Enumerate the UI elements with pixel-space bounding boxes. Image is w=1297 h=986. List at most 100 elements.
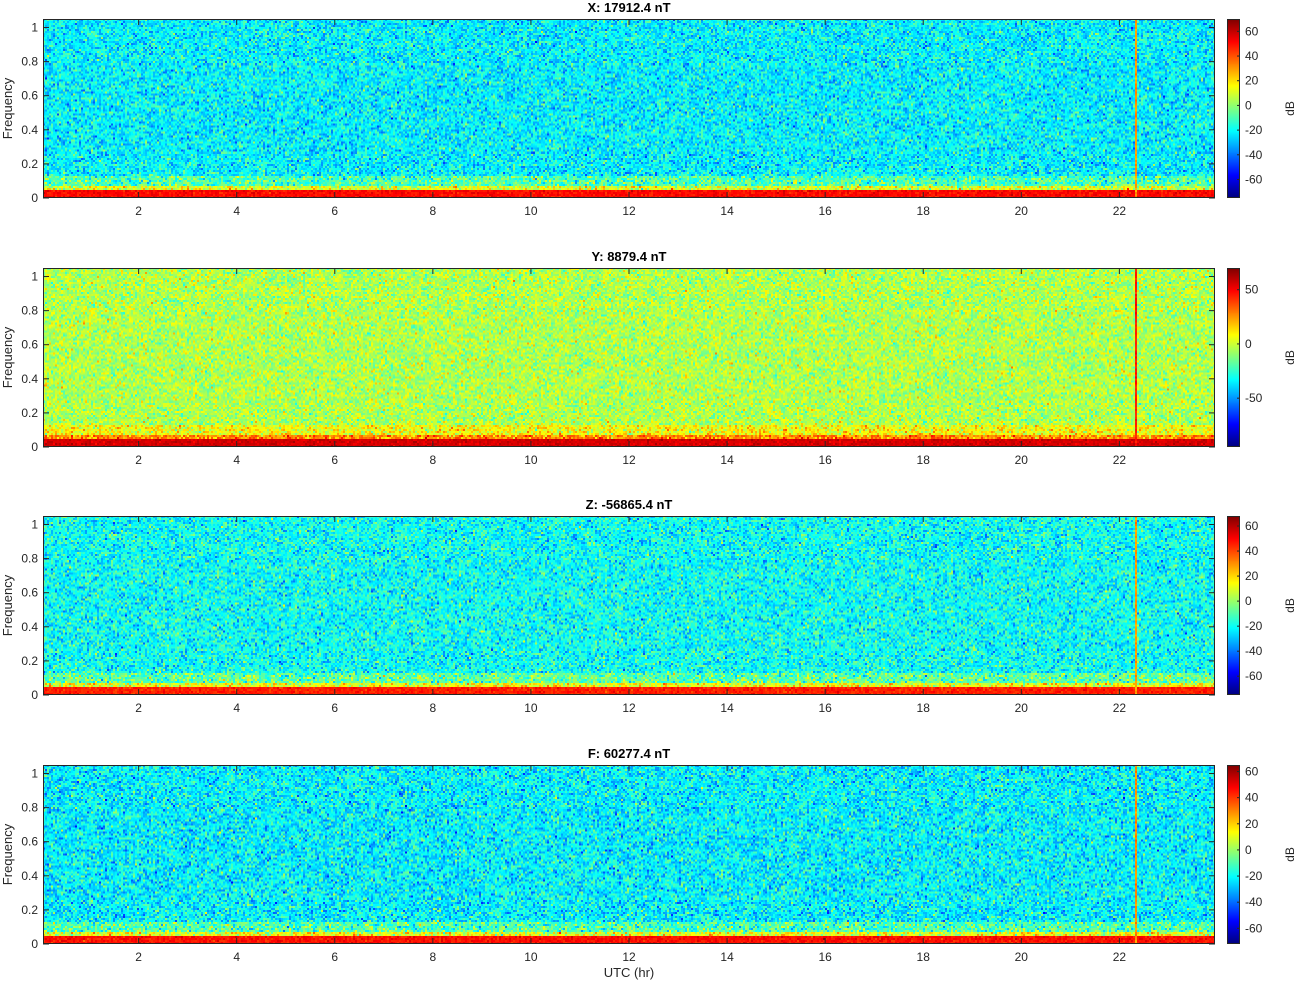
spectrogram-panel: F: 60277.4 nT 2 4 6 8 10 12 14 16 18 20 22 0 0.2 0.4 0.… bbox=[0, 746, 1297, 986]
axes-overlay: Y: 8879.4 nT2 4 6 8 10 12 14 16 18 20 2200.20.40.6… bbox=[0, 249, 1297, 467]
x-tick-label: 16 bbox=[818, 701, 832, 715]
x-tick-label: 6 bbox=[331, 204, 338, 218]
y-tick-label: 1 bbox=[31, 270, 38, 284]
axes-overlay: F: 60277.4 nT2 4 6 8 10 12 14 16 18 20 2200.20.40.… bbox=[0, 746, 1297, 980]
colorbar-label: dB bbox=[1283, 598, 1297, 613]
colorbar-tick-label: -40 bbox=[1245, 148, 1263, 162]
colorbar-frame bbox=[1227, 19, 1240, 198]
y-tick-label: 1 bbox=[31, 518, 38, 532]
x-tick-label: 18 bbox=[917, 453, 931, 467]
x-tick-label: 14 bbox=[720, 950, 734, 964]
x-tick-label: 22 bbox=[1113, 453, 1127, 467]
y-tick-label: 1 bbox=[31, 767, 38, 781]
spectrogram-image bbox=[43, 19, 1215, 198]
x-tick-label: 8 bbox=[430, 950, 437, 964]
y-tick-label: 1 bbox=[31, 21, 38, 35]
x-tick-label: 22 bbox=[1113, 950, 1127, 964]
colorbar-label: dB bbox=[1283, 847, 1297, 862]
colorbar-tick-label: 60 bbox=[1245, 519, 1259, 533]
y-tick-label: 0 bbox=[31, 937, 38, 951]
y-tick-label: 0.4 bbox=[21, 869, 38, 883]
colorbar-label: dB bbox=[1283, 101, 1297, 116]
y-axis-label: Frequency bbox=[0, 823, 15, 885]
spectrogram-image bbox=[43, 516, 1215, 695]
x-tick-label: 2 bbox=[135, 950, 142, 964]
colorbar-tick-label: 20 bbox=[1245, 569, 1259, 583]
spectrogram-panel: Y: 8879.4 nT 2 4 6 8 10 12 14 16 18 20 22 0 0.2 0.4 0.6… bbox=[0, 249, 1297, 489]
y-tick-label: 0.2 bbox=[21, 157, 38, 171]
x-tick-label: 10 bbox=[524, 453, 538, 467]
x-tick-label: 14 bbox=[720, 204, 734, 218]
x-tick-label: 4 bbox=[233, 701, 240, 715]
x-tick-label: 8 bbox=[430, 453, 437, 467]
x-tick-label: 6 bbox=[331, 950, 338, 964]
colorbar-tick-label: -60 bbox=[1245, 921, 1263, 935]
y-tick-label: 0 bbox=[31, 191, 38, 205]
colorbar-tick-label: 20 bbox=[1245, 74, 1259, 88]
y-tick-label: 0.8 bbox=[21, 55, 38, 69]
y-tick-label: 0.2 bbox=[21, 654, 38, 668]
x-tick-label: 2 bbox=[135, 204, 142, 218]
x-tick-label: 20 bbox=[1015, 950, 1029, 964]
x-axis-label: UTC (hr) bbox=[604, 965, 655, 980]
colorbar-gradient bbox=[1227, 19, 1240, 198]
x-tick-label: 16 bbox=[818, 950, 832, 964]
y-tick-label: 0.2 bbox=[21, 406, 38, 420]
x-tick-label: 8 bbox=[430, 701, 437, 715]
axes-overlay: X: 17912.4 nT2 4 6 8 10 12 14 16 18 20 2200.20.40.… bbox=[0, 0, 1297, 218]
colorbar-tick-label: 50 bbox=[1245, 283, 1259, 297]
colorbar-tick-label: -60 bbox=[1245, 669, 1263, 683]
x-tick-label: 12 bbox=[622, 453, 636, 467]
y-tick-label: 0.4 bbox=[21, 620, 38, 634]
x-tick-label: 10 bbox=[524, 204, 538, 218]
x-tick-label: 6 bbox=[331, 453, 338, 467]
colorbar-tick-label: 60 bbox=[1245, 765, 1259, 779]
x-tick-label: 6 bbox=[331, 701, 338, 715]
x-tick-label: 2 bbox=[135, 453, 142, 467]
x-tick-label: 4 bbox=[233, 950, 240, 964]
panel-title: F: 60277.4 nT bbox=[588, 746, 670, 761]
colorbar-tick-label: 40 bbox=[1245, 49, 1259, 63]
x-tick-label: 16 bbox=[818, 204, 832, 218]
x-tick-label: 20 bbox=[1015, 453, 1029, 467]
spectrogram-panel: Z: -56865.4 nT 2 4 6 8 10 12 14 16 18 20 22 0 0.2 0.4 0… bbox=[0, 497, 1297, 737]
panel-title: Z: -56865.4 nT bbox=[586, 497, 673, 512]
y-tick-label: 0.6 bbox=[21, 338, 38, 352]
colorbar-tick-label: -40 bbox=[1245, 895, 1263, 909]
x-tick-label: 4 bbox=[233, 453, 240, 467]
colorbar-tick-label: -20 bbox=[1245, 123, 1263, 137]
colorbar-gradient bbox=[1227, 268, 1240, 447]
x-tick-label: 18 bbox=[917, 204, 931, 218]
y-tick-label: 0.4 bbox=[21, 372, 38, 386]
colorbar-label: dB bbox=[1283, 350, 1297, 365]
x-tick-label: 14 bbox=[720, 701, 734, 715]
x-tick-label: 18 bbox=[917, 701, 931, 715]
x-tick-label: 20 bbox=[1015, 701, 1029, 715]
x-tick-label: 10 bbox=[524, 701, 538, 715]
panel-title: Y: 8879.4 nT bbox=[592, 249, 667, 264]
axes-frame bbox=[43, 268, 1215, 447]
x-tick-label: 2 bbox=[135, 701, 142, 715]
y-axis-label: Frequency bbox=[0, 574, 15, 636]
y-tick-label: 0.4 bbox=[21, 123, 38, 137]
x-tick-label: 8 bbox=[430, 204, 437, 218]
colorbar-tick-label: -50 bbox=[1245, 391, 1263, 405]
x-tick-label: 12 bbox=[622, 950, 636, 964]
colorbar-tick-label: 0 bbox=[1245, 98, 1252, 112]
colorbar-tick-label: 0 bbox=[1245, 337, 1252, 351]
axes-frame bbox=[43, 516, 1215, 695]
colorbar-frame bbox=[1227, 268, 1240, 447]
colorbar-tick-label: 60 bbox=[1245, 24, 1259, 38]
colorbar-tick-label: -60 bbox=[1245, 172, 1263, 186]
axes-frame bbox=[43, 19, 1215, 198]
spectrogram-image bbox=[43, 268, 1215, 447]
axes-frame bbox=[43, 765, 1215, 944]
axes-overlay: Z: -56865.4 nT2 4 6 8 10 12 14 16 18 20 2200.20.40… bbox=[0, 497, 1297, 715]
x-tick-label: 20 bbox=[1015, 204, 1029, 218]
x-tick-label: 14 bbox=[720, 453, 734, 467]
x-tick-label: 22 bbox=[1113, 701, 1127, 715]
colorbar-tick-label: 0 bbox=[1245, 843, 1252, 857]
y-axis-label: Frequency bbox=[0, 77, 15, 139]
panel-title: X: 17912.4 nT bbox=[587, 0, 670, 15]
colorbar-tick-label: 40 bbox=[1245, 791, 1259, 805]
